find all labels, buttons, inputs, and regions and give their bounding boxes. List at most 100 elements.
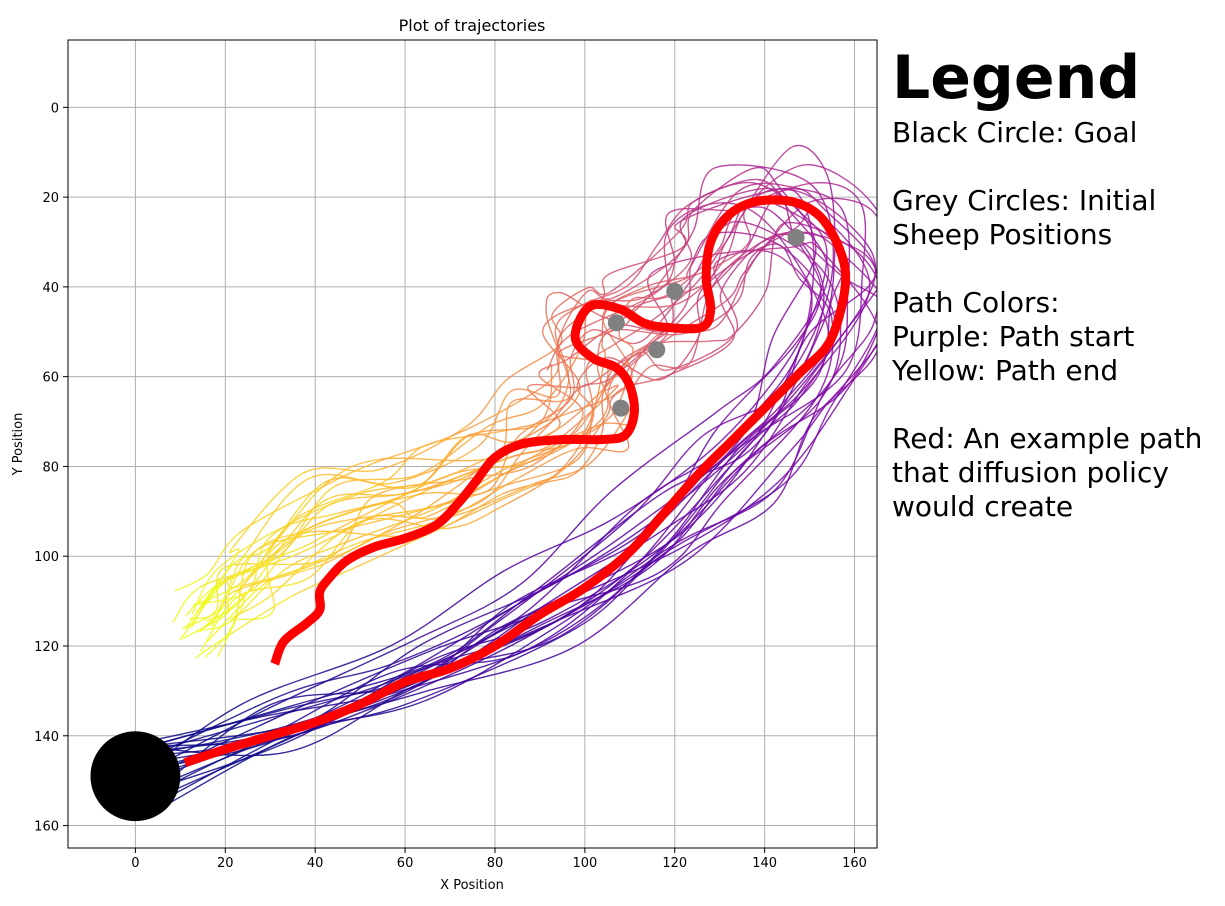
trajectory-segment bbox=[419, 490, 488, 496]
trajectory-segment bbox=[563, 356, 632, 426]
trajectory-segment bbox=[380, 456, 495, 462]
legend-spacer bbox=[892, 252, 1222, 286]
trajectory-segment bbox=[734, 221, 817, 264]
legend-spacer bbox=[892, 150, 1222, 184]
trajectory-segment bbox=[771, 250, 817, 339]
trajectory-segment bbox=[409, 627, 577, 704]
legend-line: Yellow: Path end bbox=[892, 354, 1119, 387]
trajectory-segment bbox=[530, 492, 663, 595]
trajectory-segment bbox=[629, 463, 720, 573]
y-tick-label: 100 bbox=[34, 550, 59, 565]
trajectory-segment bbox=[447, 482, 536, 519]
trajectory-segment bbox=[752, 370, 847, 439]
trajectory-segment bbox=[519, 372, 557, 402]
trajectory-segment bbox=[713, 263, 739, 332]
grid bbox=[68, 40, 877, 848]
trajectory-segment bbox=[225, 591, 234, 615]
trajectory-segment bbox=[300, 540, 363, 569]
trajectory-segment bbox=[340, 507, 437, 546]
trajectory-segment bbox=[714, 164, 811, 185]
trajectory-segment bbox=[720, 343, 799, 442]
trajectory-segment bbox=[185, 583, 219, 617]
trajectory-segment bbox=[726, 190, 768, 241]
trajectory-segment bbox=[229, 551, 248, 586]
trajectory-segment bbox=[592, 329, 636, 345]
trajectory-segment bbox=[651, 264, 675, 297]
trajectory-segment bbox=[527, 386, 561, 426]
trajectory-segment bbox=[248, 547, 289, 593]
trajectory-segment bbox=[480, 452, 523, 503]
trajectory-segment bbox=[504, 516, 617, 572]
trajectory-segment bbox=[172, 586, 201, 623]
trajectory-segment bbox=[303, 467, 382, 474]
sheep-initial-position bbox=[607, 314, 625, 332]
trajectory-segment bbox=[540, 348, 582, 406]
trajectory-segment bbox=[627, 245, 658, 287]
x-tick-label: 0 bbox=[131, 856, 139, 871]
trajectory-segment bbox=[421, 624, 560, 703]
trajectory-segment bbox=[428, 621, 543, 663]
trajectory-segment bbox=[545, 291, 560, 316]
trajectory-segment bbox=[607, 246, 683, 276]
trajectory-segment bbox=[818, 326, 842, 403]
trajectory-segment bbox=[428, 457, 510, 490]
trajectory-segment bbox=[319, 463, 373, 489]
trajectory-segment bbox=[200, 595, 240, 653]
plot-title: Plot of trajectories bbox=[399, 16, 546, 35]
y-tick-label: 60 bbox=[42, 371, 59, 386]
trajectory-segment bbox=[809, 183, 835, 264]
y-tick-label: 160 bbox=[34, 820, 59, 835]
trajectory-segment bbox=[669, 429, 762, 510]
trajectory-segment bbox=[521, 420, 553, 454]
trajectory-segment bbox=[536, 565, 653, 628]
trajectory-segment bbox=[815, 182, 862, 204]
trajectory-segment bbox=[319, 532, 386, 567]
trajectory-segment bbox=[774, 213, 825, 292]
trajectory-segment bbox=[182, 609, 217, 630]
trajectory-segment bbox=[811, 349, 877, 421]
trajectory-segment bbox=[724, 401, 820, 481]
sheep-initial-position bbox=[666, 282, 684, 300]
trajectory-segment bbox=[391, 569, 506, 646]
trajectory-segment bbox=[573, 553, 689, 649]
trajectory-segment bbox=[466, 379, 507, 427]
y-axis-label: Y Position bbox=[11, 413, 26, 477]
trajectory-segment bbox=[174, 573, 209, 592]
trajectory-segment bbox=[681, 210, 694, 249]
trajectory-segment bbox=[742, 396, 801, 452]
trajectory-segment bbox=[760, 385, 848, 449]
x-tick-label: 120 bbox=[662, 856, 687, 871]
markers bbox=[90, 229, 805, 822]
trajectory-segment bbox=[611, 262, 670, 299]
trajectory-segment bbox=[558, 544, 674, 626]
trajectory-segment bbox=[271, 521, 361, 596]
trajectory-segment bbox=[710, 246, 754, 290]
trajectory-segment bbox=[452, 486, 532, 524]
trajectory-segment bbox=[502, 515, 632, 619]
trajectory-segment bbox=[596, 365, 609, 409]
trajectory-segment bbox=[860, 202, 867, 275]
background-trajectories bbox=[113, 144, 877, 806]
trajectory-segment bbox=[372, 435, 453, 465]
trajectory-segment bbox=[646, 271, 703, 288]
trajectory-segment bbox=[650, 362, 691, 369]
trajectory-segment bbox=[555, 333, 562, 374]
trajectory-segment bbox=[662, 449, 738, 549]
trajectory-segment bbox=[737, 182, 794, 192]
trajectory-segment bbox=[204, 623, 235, 659]
trajectory-segment bbox=[772, 243, 801, 280]
trajectory-segment bbox=[784, 248, 836, 325]
trajectory-segment bbox=[243, 644, 392, 704]
legend-line: that diffusion policy bbox=[892, 456, 1169, 489]
trajectory-segment bbox=[651, 479, 726, 567]
trajectory-segment bbox=[283, 543, 341, 571]
trajectory-segment bbox=[232, 472, 304, 549]
trajectory-segment bbox=[383, 444, 426, 483]
trajectory-segment bbox=[709, 334, 733, 342]
x-tick-label: 60 bbox=[397, 856, 414, 871]
x-axis-label: X Position bbox=[440, 878, 504, 893]
trajectory-segment bbox=[656, 203, 690, 247]
trajectory-segment bbox=[688, 451, 791, 560]
legend-spacer bbox=[892, 388, 1222, 422]
trajectory-segment bbox=[266, 525, 321, 561]
